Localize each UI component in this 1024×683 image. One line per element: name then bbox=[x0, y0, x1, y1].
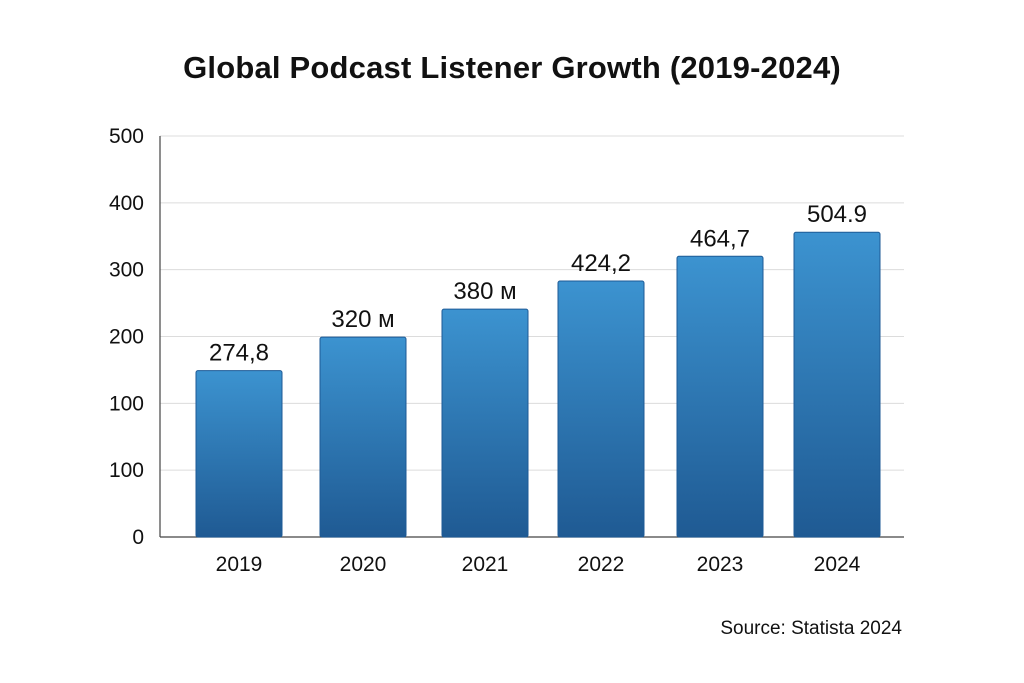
x-tick-label-2022: 2022 bbox=[578, 553, 625, 576]
data-label-2019: 274,8 bbox=[209, 340, 269, 367]
bars bbox=[195, 231, 881, 538]
x-tick-label-2020: 2020 bbox=[340, 553, 387, 576]
x-tick-label-2019: 2019 bbox=[216, 553, 263, 576]
x-tick-label-2021: 2021 bbox=[462, 553, 509, 576]
data-label-2021: 380 м bbox=[453, 278, 516, 305]
data-label-2022: 424,2 bbox=[571, 250, 631, 277]
bar-2019 bbox=[195, 370, 283, 538]
data-label-2024: 504.9 bbox=[807, 201, 867, 228]
bar-2024 bbox=[793, 231, 881, 538]
data-labels: 2019 274,8 2020 320 м 2021 380 м 2022 424,2 2023… bbox=[209, 201, 867, 576]
source-note: Source: Statista 2024 bbox=[720, 618, 902, 639]
bar-2023 bbox=[676, 255, 764, 538]
y-tick-label: 400 bbox=[109, 192, 144, 215]
x-tick-label-2024: 2024 bbox=[814, 553, 861, 576]
data-label-2020: 320 м bbox=[331, 306, 394, 333]
bar-2020 bbox=[319, 336, 407, 538]
axes: 0 100 100 200 300 400 500 bbox=[109, 125, 904, 549]
y-tick-label: 200 bbox=[109, 326, 144, 349]
chart-title: Global Podcast Listener Growth (2019-202… bbox=[183, 50, 841, 85]
bar-2022 bbox=[557, 280, 645, 538]
y-tick-label: 500 bbox=[109, 125, 144, 148]
y-tick-label: 300 bbox=[109, 259, 144, 282]
y-tick-label: 100 bbox=[109, 392, 144, 415]
data-label-2023: 464,7 bbox=[690, 225, 750, 252]
x-tick-label-2023: 2023 bbox=[697, 553, 744, 576]
y-tick-label: 100 bbox=[109, 459, 144, 482]
bar-2021 bbox=[441, 308, 529, 538]
y-tick-label: 0 bbox=[132, 526, 144, 549]
